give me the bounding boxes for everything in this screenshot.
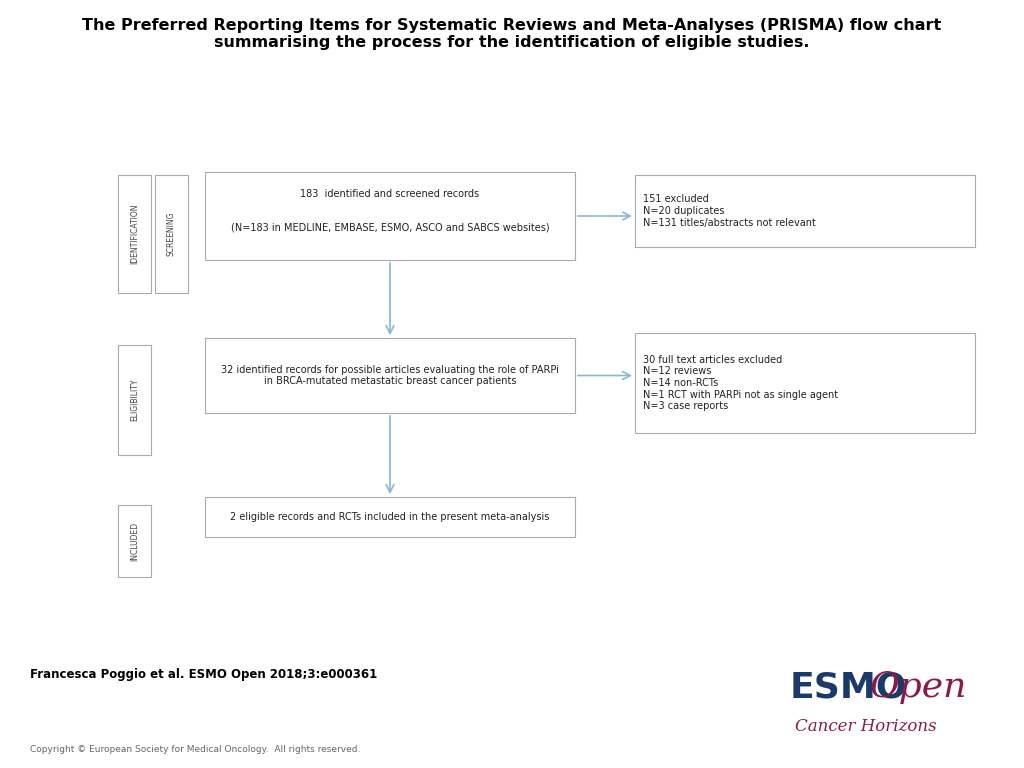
Text: Cancer Horizons: Cancer Horizons: [795, 718, 937, 735]
Text: 151 excluded
N=20 duplicates
N=131 titles/abstracts not relevant: 151 excluded N=20 duplicates N=131 title…: [643, 194, 816, 227]
Text: SCREENING: SCREENING: [167, 212, 176, 257]
FancyBboxPatch shape: [155, 175, 188, 293]
FancyBboxPatch shape: [635, 333, 975, 433]
Text: (N=183 in MEDLINE, EMBASE, ESMO, ASCO and SABCS websites): (N=183 in MEDLINE, EMBASE, ESMO, ASCO an…: [230, 222, 549, 232]
Text: The Preferred Reporting Items for Systematic Reviews and Meta-Analyses (PRISMA) : The Preferred Reporting Items for System…: [82, 18, 942, 51]
FancyBboxPatch shape: [635, 175, 975, 247]
Text: Open: Open: [870, 670, 968, 704]
Text: ELIGIBILITY: ELIGIBILITY: [130, 379, 139, 422]
Text: ESMO: ESMO: [790, 670, 907, 704]
FancyBboxPatch shape: [118, 345, 151, 455]
FancyBboxPatch shape: [205, 338, 575, 413]
Text: Francesca Poggio et al. ESMO Open 2018;3:e000361: Francesca Poggio et al. ESMO Open 2018;3…: [30, 668, 377, 681]
Text: 2 eligible records and RCTs included in the present meta-analysis: 2 eligible records and RCTs included in …: [230, 512, 550, 522]
Text: Copyright © European Society for Medical Oncology.  All rights reserved.: Copyright © European Society for Medical…: [30, 745, 360, 754]
Text: IDENTIFICATION: IDENTIFICATION: [130, 204, 139, 264]
FancyBboxPatch shape: [205, 497, 575, 537]
FancyBboxPatch shape: [118, 505, 151, 577]
FancyBboxPatch shape: [118, 175, 151, 293]
Text: 30 full text articles excluded
N=12 reviews
N=14 non-RCTs
N=1 RCT with PARPi not: 30 full text articles excluded N=12 revi…: [643, 355, 838, 411]
Text: INCLUDED: INCLUDED: [130, 521, 139, 561]
FancyBboxPatch shape: [205, 172, 575, 260]
Text: 183  identified and screened records: 183 identified and screened records: [300, 189, 479, 199]
Text: 32 identified records for possible articles evaluating the role of PARPi
in BRCA: 32 identified records for possible artic…: [221, 365, 559, 386]
